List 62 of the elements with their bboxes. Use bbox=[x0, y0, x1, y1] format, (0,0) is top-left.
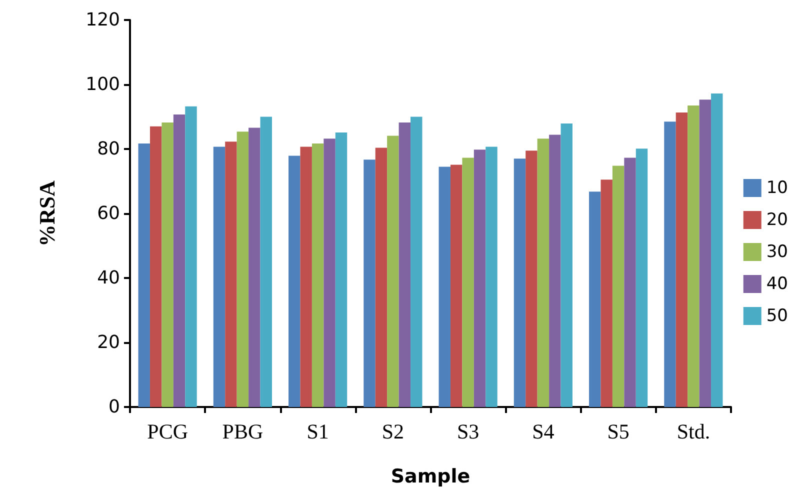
x-tick-label: S2 bbox=[382, 420, 404, 444]
bar bbox=[462, 158, 474, 407]
bar bbox=[549, 134, 561, 407]
legend-label: 10 bbox=[766, 178, 788, 198]
bar bbox=[711, 94, 723, 407]
bar bbox=[162, 122, 174, 407]
x-tick-label: PCG bbox=[147, 420, 188, 444]
bar bbox=[364, 160, 376, 407]
bar bbox=[624, 158, 636, 407]
bar bbox=[688, 105, 700, 407]
x-tick-label: PBG bbox=[222, 420, 264, 444]
x-tick-label: S3 bbox=[456, 420, 480, 444]
bar bbox=[335, 132, 348, 407]
bar bbox=[526, 150, 538, 407]
x-tick-label: S5 bbox=[607, 420, 630, 444]
bar bbox=[288, 156, 300, 407]
y-tick-label: 40 bbox=[97, 268, 120, 288]
bar bbox=[474, 150, 486, 407]
x-tick-label: S1 bbox=[306, 420, 329, 444]
y-tick-label: 100 bbox=[86, 74, 120, 95]
bar bbox=[236, 132, 249, 407]
x-axis-title: Sample bbox=[390, 466, 470, 488]
bar bbox=[589, 192, 601, 407]
bar bbox=[600, 180, 612, 407]
bar bbox=[248, 128, 260, 407]
y-axis-title: %RSA bbox=[34, 180, 60, 247]
y-tick-label: 0 bbox=[108, 396, 120, 418]
bar bbox=[699, 100, 712, 407]
y-tick-label: 80 bbox=[97, 138, 120, 160]
bar bbox=[398, 122, 411, 407]
bar bbox=[636, 148, 648, 407]
x-tick-label: Std. bbox=[676, 420, 710, 444]
bar bbox=[150, 126, 162, 407]
legend-label: 40 bbox=[766, 274, 788, 294]
bar bbox=[612, 166, 624, 407]
bar bbox=[664, 122, 676, 407]
x-tick-label: S4 bbox=[532, 420, 555, 444]
legend-label: 50 bbox=[766, 306, 788, 326]
bar bbox=[173, 114, 186, 407]
bar bbox=[324, 138, 336, 407]
bar bbox=[560, 124, 572, 407]
bar bbox=[514, 158, 526, 407]
bar bbox=[300, 146, 312, 407]
y-tick-label: 20 bbox=[97, 332, 120, 353]
bar bbox=[185, 106, 197, 407]
bar bbox=[438, 166, 450, 407]
legend-label: 30 bbox=[766, 242, 788, 262]
bar bbox=[410, 116, 422, 407]
bar bbox=[537, 138, 550, 407]
y-tick-label: 120 bbox=[86, 10, 120, 30]
bar bbox=[375, 148, 388, 407]
bar bbox=[260, 116, 272, 407]
y-tick-label: 60 bbox=[97, 203, 120, 224]
bar bbox=[138, 144, 150, 407]
bar bbox=[225, 142, 237, 407]
legend-label: 20 bbox=[766, 210, 788, 230]
bar bbox=[450, 164, 462, 407]
bar bbox=[676, 112, 688, 407]
bar bbox=[387, 136, 399, 407]
bar bbox=[486, 146, 498, 407]
bar bbox=[213, 146, 226, 407]
bar bbox=[312, 144, 324, 407]
